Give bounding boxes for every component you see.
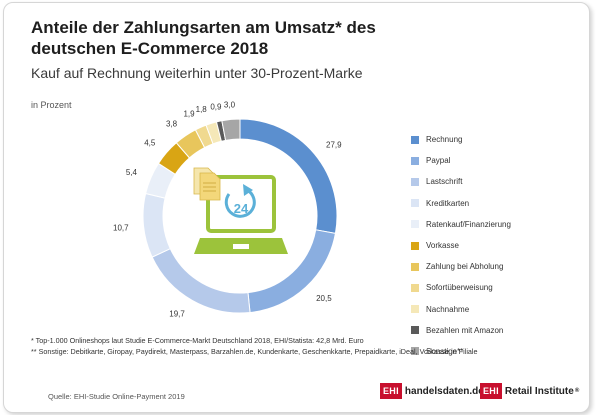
legend-item-sonstige: Sonstige** bbox=[411, 341, 511, 362]
badge-24: 24 bbox=[234, 201, 249, 216]
value-label-vorkasse: 4,5 bbox=[144, 139, 156, 148]
legend-item-kreditkarten: Kreditkarten bbox=[411, 193, 511, 214]
legend-swatch bbox=[411, 305, 419, 314]
refresh-arrowhead bbox=[243, 184, 253, 196]
legend: Rechnung Paypal Lastschrift Kreditkarten Rat… bbox=[411, 129, 511, 362]
value-label-bezahlen-mit-amazon: 0,9 bbox=[210, 103, 222, 112]
legend-swatch bbox=[411, 262, 419, 271]
legend-swatch bbox=[411, 199, 419, 208]
value-label-nachnahme: 1,8 bbox=[196, 105, 208, 114]
legend-item-ratenkauf-finanzierung: Ratenkauf/Finanzierung bbox=[411, 214, 511, 235]
legend-swatch bbox=[411, 326, 419, 335]
legend-swatch bbox=[411, 241, 419, 250]
handelsdaten-logo: EHI handelsdaten.de bbox=[380, 383, 484, 399]
slice-kreditkarten bbox=[142, 192, 171, 258]
legend-swatch bbox=[411, 283, 419, 292]
chart-subtitle: Kauf auf Rechnung weiterhin unter 30-Pro… bbox=[31, 65, 363, 81]
registered-mark: ® bbox=[574, 388, 580, 394]
footnotes: * Top-1.000 Onlineshops laut Studie E-Co… bbox=[31, 335, 551, 357]
ehi-mark: EHI bbox=[380, 383, 402, 399]
value-label-sonstige: 3,0 bbox=[224, 100, 236, 109]
legend-label: Lastschrift bbox=[426, 177, 463, 187]
legend-item-paypal: Paypal bbox=[411, 150, 511, 171]
legend-label: Nachnahme bbox=[426, 304, 470, 314]
legend-label: Bezahlen mit Amazon bbox=[426, 325, 504, 335]
legend-item-sofort-berweisung: Sofortüberweisung bbox=[411, 277, 511, 298]
donut-chart: 27,9 20,5 19,7 10,7 5,4 4,5 3,8 1,91,8 0,9 3,0 24 bbox=[113, 100, 342, 318]
legend-label: Sonstige** bbox=[426, 346, 464, 356]
chart-card: Anteile der Zahlungsarten am Umsatz* des… bbox=[3, 2, 590, 413]
footnote-2: ** Sonstige: Debitkarte, Giropay, Paydir… bbox=[31, 347, 478, 356]
unit-label: in Prozent bbox=[31, 100, 72, 110]
legend-swatch bbox=[411, 135, 419, 144]
legend-item-vorkasse: Vorkasse bbox=[411, 235, 511, 256]
legend-label: Vorkasse bbox=[426, 241, 459, 251]
legend-label: Zahlung bei Abholung bbox=[426, 262, 504, 272]
legend-item-bezahlen-mit-amazon: Bezahlen mit Amazon bbox=[411, 320, 511, 341]
document-front bbox=[199, 172, 221, 201]
laptop-24h-icon: 24 bbox=[193, 167, 288, 254]
value-label-sofort-berweisung: 1,9 bbox=[183, 110, 195, 119]
legend-item-nachnahme: Nachnahme bbox=[411, 299, 511, 320]
chart-title: Anteile der Zahlungsarten am Umsatz* des… bbox=[31, 18, 376, 58]
legend-swatch bbox=[411, 156, 419, 165]
legend-label: Paypal bbox=[426, 156, 451, 166]
laptop-screen bbox=[206, 175, 276, 233]
handelsdaten-text: handelsdaten.de bbox=[404, 385, 484, 397]
legend-swatch bbox=[411, 177, 419, 186]
laptop-trackpad bbox=[233, 244, 249, 249]
value-label-ratenkauf-finanzierung: 5,4 bbox=[126, 168, 138, 177]
refresh-arrow bbox=[224, 188, 256, 218]
source-note: Quelle: EHI-Studie Online-Payment 2019 bbox=[48, 392, 185, 401]
slice-lastschrift bbox=[151, 247, 251, 314]
retail-institute-text: Retail Institute bbox=[504, 385, 574, 397]
legend-label: Rechnung bbox=[426, 135, 463, 145]
footnote-1: * Top-1.000 Onlineshops laut Studie E-Co… bbox=[31, 336, 364, 345]
retail-institute-logo: EHI Retail Institute ® bbox=[480, 383, 579, 399]
value-label-paypal: 20,5 bbox=[316, 294, 332, 303]
value-label-zahlung-bei-abholung: 3,8 bbox=[166, 119, 178, 128]
value-label-lastschrift: 19,7 bbox=[169, 309, 185, 318]
legend-item-zahlung-bei-abholung: Zahlung bei Abholung bbox=[411, 256, 511, 277]
value-label-rechnung: 27,9 bbox=[326, 140, 342, 149]
value-label-kreditkarten: 10,7 bbox=[113, 223, 129, 232]
slice-sonstige bbox=[221, 118, 241, 141]
legend-swatch bbox=[411, 347, 419, 356]
legend-swatch bbox=[411, 220, 419, 229]
legend-item-rechnung: Rechnung bbox=[411, 129, 511, 150]
legend-label: Sofortüberweisung bbox=[426, 283, 493, 293]
legend-item-lastschrift: Lastschrift bbox=[411, 171, 511, 192]
legend-label: Kreditkarten bbox=[426, 198, 470, 208]
ehi-mark: EHI bbox=[480, 383, 502, 399]
legend-label: Ratenkauf/Finanzierung bbox=[426, 219, 511, 229]
